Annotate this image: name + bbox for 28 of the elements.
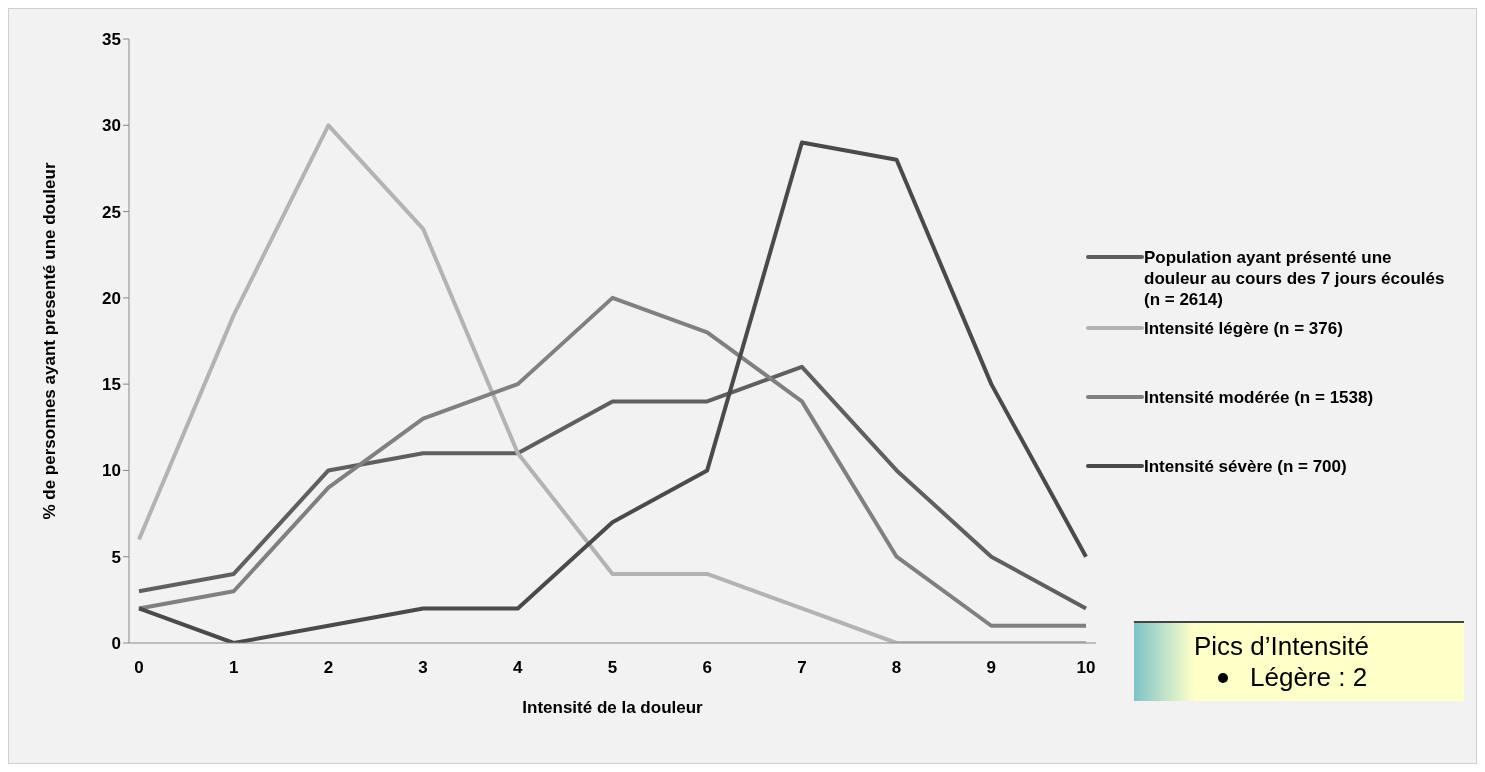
x-tick-label: 0 xyxy=(134,658,144,678)
x-tick-label: 9 xyxy=(986,658,997,678)
legend-label: Intensité légère (n = 376) xyxy=(1144,318,1343,339)
y-tick-label: 0 xyxy=(111,634,121,654)
y-tick-label: 10 xyxy=(102,461,121,481)
line-series xyxy=(137,364,1088,611)
y-tick-label: 25 xyxy=(102,202,121,222)
x-tick-label: 6 xyxy=(702,658,712,678)
line-series xyxy=(137,295,1088,628)
y-tick-label: 35 xyxy=(102,30,121,50)
x-tick-label: 10 xyxy=(1076,658,1096,678)
legend-label: Intensité modérée (n = 1538) xyxy=(1144,387,1374,408)
legend-label: Intensité sévère (n = 700) xyxy=(1144,456,1347,477)
legend-label: Population ayant présenté une douleur au cours des 7 jours écoulés (n = 2614) xyxy=(1144,247,1446,310)
x-tick-label: 5 xyxy=(607,658,618,678)
x-tick-label: 2 xyxy=(323,658,334,678)
y-tick-label: 5 xyxy=(111,547,121,567)
x-tick-label: 8 xyxy=(891,658,902,678)
x-tick-label: 1 xyxy=(228,658,239,678)
x-tick-label: 4 xyxy=(513,658,524,678)
x-tick-label: 3 xyxy=(418,658,428,678)
y-tick-label: 30 xyxy=(102,116,121,136)
x-tick-label: 7 xyxy=(797,658,807,678)
y-tick-label: 20 xyxy=(102,288,121,308)
y-tick-label: 15 xyxy=(102,375,121,395)
x-axis-title: Intensité de la douleur xyxy=(522,698,704,717)
note-box: Pics d’Intensité Légère : 2 xyxy=(1134,621,1464,701)
y-axis-title: % de personnes ayant presenté une douleur xyxy=(40,162,60,520)
